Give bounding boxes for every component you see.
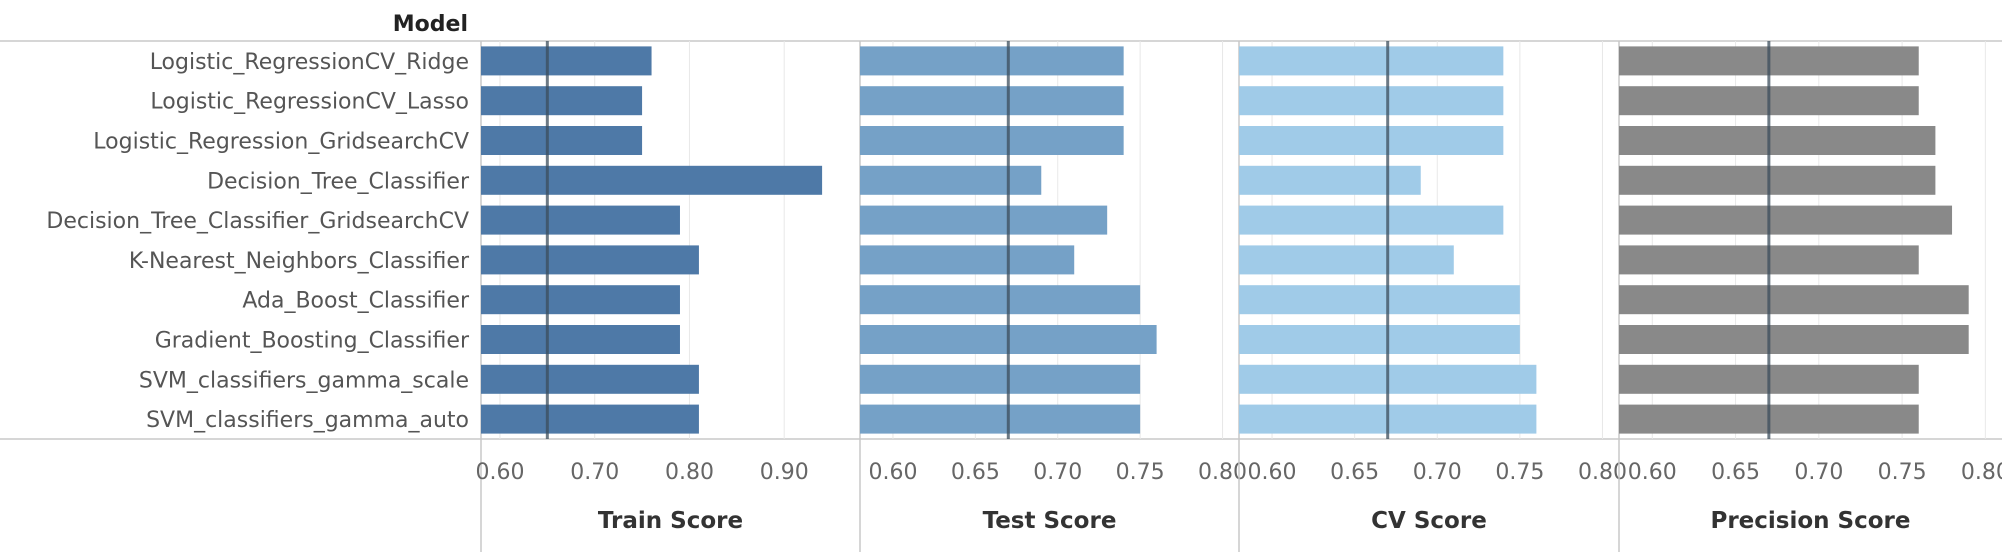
bar[interactable] xyxy=(1239,165,1421,195)
bar[interactable] xyxy=(481,126,643,155)
tick-label: 0.65 xyxy=(1711,460,1760,485)
bar[interactable] xyxy=(1239,86,1504,116)
bar[interactable] xyxy=(1619,165,1936,195)
bar[interactable] xyxy=(481,46,652,76)
bar[interactable] xyxy=(860,404,1141,434)
bar[interactable] xyxy=(860,86,1124,116)
tick-label: 0.75 xyxy=(1116,460,1165,485)
row-label: Logistic_Regression_GridsearchCV xyxy=(93,130,469,155)
bar[interactable] xyxy=(1239,285,1520,315)
row-label: Ada_Boost_Classifier xyxy=(242,289,470,314)
row-label: Gradient_Boosting_Classifier xyxy=(155,329,470,354)
bar[interactable] xyxy=(481,404,699,434)
tick-label: 0.60 xyxy=(1628,460,1677,485)
axis-title: Precision Score xyxy=(1710,508,1910,534)
bar[interactable] xyxy=(1619,285,1969,315)
tick-label: 0.70 xyxy=(1794,460,1843,485)
tick-label: 0.70 xyxy=(570,460,619,485)
bar[interactable] xyxy=(860,205,1108,235)
bar[interactable] xyxy=(481,364,699,394)
row-label: K-Nearest_Neighbors_Classifier xyxy=(129,249,470,274)
bar[interactable] xyxy=(481,205,680,235)
row-label: Decision_Tree_Classifier_GridsearchCV xyxy=(46,209,469,234)
tick-label: 0.70 xyxy=(1413,460,1462,485)
row-label: Decision_Tree_Classifier xyxy=(207,169,470,194)
tick-label: 0.60 xyxy=(868,460,917,485)
bar[interactable] xyxy=(1239,205,1504,235)
bar[interactable] xyxy=(481,165,823,195)
tick-label: 0.65 xyxy=(951,460,1000,485)
bar[interactable] xyxy=(481,285,680,315)
bar[interactable] xyxy=(860,165,1042,195)
tick-label: 0.75 xyxy=(1878,460,1927,485)
bar[interactable] xyxy=(860,285,1141,315)
bar[interactable] xyxy=(1619,126,1936,155)
bar[interactable] xyxy=(1619,325,1969,354)
bar[interactable] xyxy=(1239,46,1504,76)
row-label: SVM_classifiers_gamma_auto xyxy=(146,408,469,433)
bar[interactable] xyxy=(860,126,1124,155)
axis-title: Train Score xyxy=(598,508,743,534)
bar[interactable] xyxy=(481,325,680,354)
tick-label: 0.75 xyxy=(1495,460,1544,485)
bar[interactable] xyxy=(481,86,643,116)
tick-label: 0.65 xyxy=(1330,460,1379,485)
bar[interactable] xyxy=(860,245,1075,275)
tick-label: 0.70 xyxy=(1033,460,1082,485)
axis-title: CV Score xyxy=(1371,508,1487,534)
bar[interactable] xyxy=(860,46,1124,76)
bar[interactable] xyxy=(1239,126,1504,155)
tick-label: 0.80 xyxy=(665,460,714,485)
tick-label: 0.80 xyxy=(1961,460,2002,485)
row-label: SVM_classifiers_gamma_scale xyxy=(139,368,469,393)
bar[interactable] xyxy=(1239,245,1454,275)
axis-title: Test Score xyxy=(983,508,1117,534)
row-dimension-header: Model xyxy=(393,12,468,37)
bar[interactable] xyxy=(1619,205,1953,235)
tick-label: 0.60 xyxy=(1248,460,1297,485)
row-label: Logistic_RegressionCV_Ridge xyxy=(150,50,469,75)
row-label: Logistic_RegressionCV_Lasso xyxy=(150,90,469,115)
bar[interactable] xyxy=(481,245,699,275)
tick-label: 0.60 xyxy=(475,460,524,485)
bar[interactable] xyxy=(1239,325,1520,354)
bar[interactable] xyxy=(860,364,1141,394)
tick-label: 0.90 xyxy=(760,460,809,485)
